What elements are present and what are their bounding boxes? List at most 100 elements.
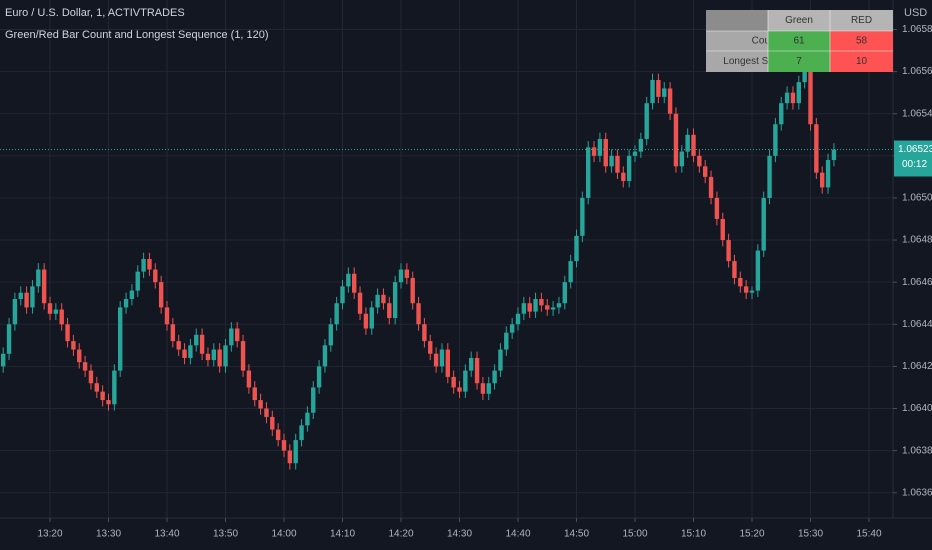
candle-body (773, 124, 778, 156)
x-tick-label: 14:20 (388, 529, 413, 540)
candle-body (451, 376, 456, 388)
candle-body (667, 88, 673, 114)
candle-body (170, 324, 176, 342)
candle-body (796, 82, 801, 104)
candle-body (240, 341, 246, 371)
y-tick-label: 1.06480 (902, 235, 932, 246)
y-tick-label: 1.06440 (902, 319, 932, 330)
candle-body (404, 269, 410, 278)
table-cell (830, 51, 893, 72)
candle-body (714, 197, 720, 219)
candle-body (708, 176, 714, 198)
table-row-label: Count (752, 36, 779, 47)
candle-body (357, 292, 363, 314)
candle-body (527, 303, 532, 312)
y-tick-label: 1.06580 (902, 24, 932, 35)
candle-body (480, 383, 486, 394)
candle-body (831, 149, 837, 161)
candle-body (726, 240, 731, 262)
candle-body (509, 324, 515, 333)
candle-body (346, 273, 351, 287)
x-tick-label: 15:40 (856, 529, 881, 540)
candle-body (158, 282, 164, 308)
x-tick-label: 13:50 (213, 529, 238, 540)
candles (0, 65, 893, 470)
candle-body (369, 307, 374, 329)
table-value: 10 (856, 56, 868, 67)
candle-body (252, 387, 257, 401)
candle-body (550, 307, 556, 310)
candle-body (270, 416, 275, 430)
candle-body (820, 172, 825, 188)
candle-body (691, 134, 696, 156)
y-tick-label: 1.06560 (902, 66, 932, 77)
candle-body (275, 429, 281, 441)
candle-body (334, 303, 339, 325)
last-price-label: 1.06523 (898, 144, 932, 155)
candle-body (88, 370, 94, 384)
candle-body (749, 290, 755, 293)
candle-body (65, 324, 70, 342)
candle-body (586, 147, 591, 198)
x-tick-label: 15:30 (798, 529, 823, 540)
candle-body (673, 113, 679, 167)
candle-body (305, 412, 310, 426)
candle-body (632, 151, 638, 156)
table-value: 61 (793, 36, 805, 47)
x-tick-label: 15:10 (681, 529, 706, 540)
axes: 1.06360 1.06380 1.06400 1.06420 1.06440 1.064… (37, 24, 932, 540)
candle-body (755, 250, 761, 291)
currency-label: USD (904, 7, 927, 19)
candle-body (539, 299, 544, 306)
candle-body (129, 290, 135, 300)
candle-body (457, 387, 462, 392)
candle-body (135, 271, 140, 291)
last-price-box (894, 140, 932, 177)
candle-body (410, 277, 415, 304)
candle-body (650, 80, 655, 104)
x-tick-label: 13:30 (96, 529, 121, 540)
candle-body (199, 334, 205, 354)
table-header: RED (851, 15, 872, 26)
candle-body (188, 345, 193, 358)
candle-body (626, 155, 632, 182)
table-corner (706, 10, 768, 31)
candle-body (732, 261, 737, 278)
candle-body (235, 328, 240, 342)
candle-body (217, 349, 222, 367)
y-tick-label: 1.06400 (902, 403, 932, 414)
candle-body (504, 332, 509, 350)
candle-body (808, 71, 813, 125)
candle-body (591, 147, 597, 156)
indicator-label: Green/Red Bar Count and Longest Sequence… (5, 29, 269, 41)
candle-body (615, 155, 620, 173)
candle-body (743, 286, 749, 293)
candle-body (474, 357, 480, 384)
candle-body (656, 80, 661, 97)
candle-body (363, 313, 369, 329)
candle-body (1, 353, 6, 367)
candle-body (463, 370, 468, 392)
candle-body (77, 349, 82, 363)
candle-body (662, 88, 667, 97)
table-cell (768, 31, 830, 51)
candle-body (486, 383, 491, 394)
x-tick-label: 14:50 (564, 529, 589, 540)
candle-body (311, 387, 316, 413)
table-row-label: Longest Sequence (723, 56, 807, 67)
candle-body (469, 357, 474, 371)
table-cell (768, 51, 830, 72)
candle-body (258, 400, 263, 409)
candle-body (597, 138, 603, 156)
candle-body (580, 197, 585, 236)
x-tick-label: 14:30 (447, 529, 472, 540)
y-tick-label: 1.06540 (902, 108, 932, 119)
candle-body (299, 425, 304, 441)
table-header: Green (785, 15, 813, 26)
candle-body (498, 349, 503, 371)
candle-body (264, 408, 269, 417)
table-row-label-cell (706, 51, 768, 72)
candle-body (211, 349, 216, 361)
candle-body (720, 218, 725, 241)
